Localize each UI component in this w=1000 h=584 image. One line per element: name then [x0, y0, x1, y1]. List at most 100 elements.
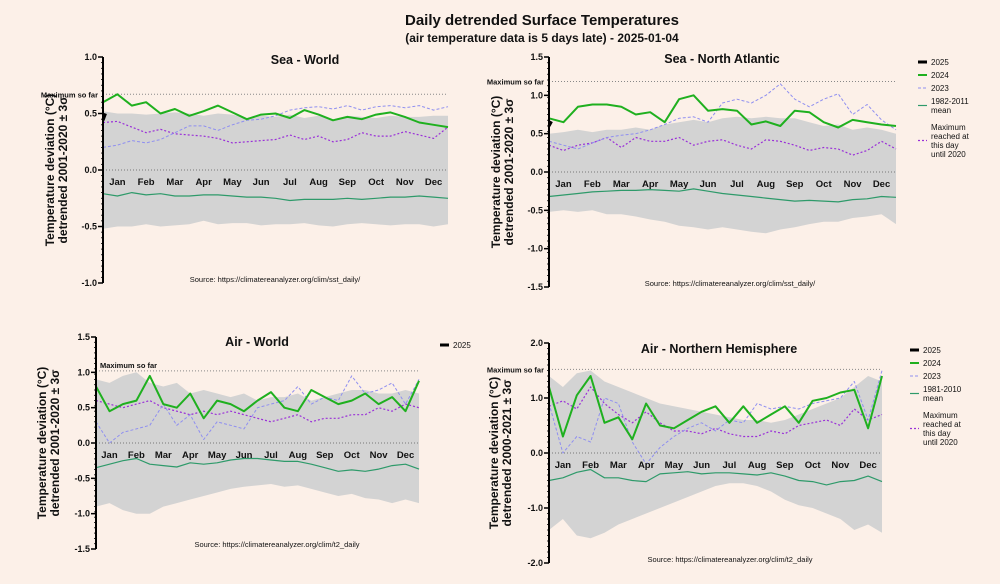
month-label: Nov: [844, 179, 863, 190]
month-label: Oct: [805, 460, 822, 471]
y-tick-label: -1.0: [81, 278, 97, 288]
source-label: Source: https://climatereanalyzer.org/cl…: [647, 555, 812, 564]
month-label: Oct: [344, 450, 361, 461]
y-axis-label: Temperature deviation (°C): [489, 96, 503, 249]
series-y2024: [95, 374, 420, 420]
month-label: Sep: [776, 460, 794, 471]
month-label: Nov: [396, 177, 415, 188]
month-label: Aug: [309, 177, 328, 188]
month-label: Aug: [289, 450, 308, 461]
source-label: Source: https://climatereanalyzer.org/cl…: [190, 275, 361, 284]
y-axis-label: Temperature deviation (°C): [487, 377, 501, 530]
y-axis-label: detrended 2001-2020 ± 3σ: [56, 97, 70, 244]
y-tick-label: -0.5: [81, 222, 97, 232]
subtitle: (air temperature data is 5 days late) - …: [405, 31, 679, 45]
sigma-band: [549, 370, 882, 539]
month-label: Feb: [128, 450, 145, 461]
legend-label: 1981-2010 mean: [923, 385, 962, 403]
panel-1: Maximum so far -1.5 -1.0 -0.5 0.0 0.5 1.0 1.5 Ja…: [487, 52, 970, 292]
series-y2024: [548, 375, 883, 441]
month-label: Feb: [138, 177, 155, 188]
y-tick-label: 1.0: [530, 90, 543, 100]
source-label: Source: https://climatereanalyzer.org/cl…: [645, 279, 816, 288]
legend-label-line: this day: [923, 429, 951, 438]
month-label: Jul: [264, 450, 278, 461]
series-y2023: [548, 83, 897, 150]
y-tick-label: -1.0: [527, 503, 543, 513]
y-tick-label: -1.5: [527, 282, 543, 292]
y-axis-label: Temperature deviation (°C): [43, 94, 57, 247]
max-so-far-label: Maximum so far: [41, 90, 98, 99]
series-y2024: [102, 93, 449, 129]
legend-label-line: Maximum: [923, 411, 958, 420]
y-tick-label: -0.5: [527, 205, 543, 215]
month-label: Dec: [425, 177, 442, 188]
panel-title: Sea - North Atlantic: [664, 52, 780, 66]
legend-label: 2024: [923, 359, 941, 368]
month-label: Sep: [316, 450, 334, 461]
month-label: Mar: [155, 450, 172, 461]
month-label: Jun: [693, 460, 710, 471]
month-label: Oct: [368, 177, 385, 188]
series-max-until-2020: [95, 400, 420, 423]
month-label: Aug: [748, 460, 767, 471]
y-tick-label: 1.0: [530, 393, 543, 403]
legend-label-line: reached at: [923, 420, 962, 429]
series-y2023: [548, 370, 883, 465]
y-tick-label: -0.5: [74, 473, 90, 483]
legend-label-line: this day: [931, 141, 959, 150]
y-tick-label: 0.5: [84, 109, 97, 119]
month-label: Apr: [182, 450, 199, 461]
panel-3: Maximum so far -2.0 -1.0 0.0 1.0 2.0 Jan Feb Mar…: [487, 338, 962, 568]
legend-label: 2023: [931, 84, 949, 93]
month-label: Sep: [339, 177, 357, 188]
month-label: Aug: [757, 179, 776, 190]
month-label: Feb: [582, 460, 599, 471]
max-so-far-label: Maximum so far: [487, 78, 544, 87]
legend-label-line: 1981-2010: [923, 385, 962, 394]
month-label: May: [665, 460, 684, 471]
month-label: Apr: [195, 177, 212, 188]
month-label: Sep: [786, 179, 804, 190]
y-axis-label: Temperature deviation (°C): [35, 367, 49, 520]
month-label: Oct: [816, 179, 833, 190]
y-tick-label: 0.0: [530, 167, 543, 177]
month-label: Mar: [610, 460, 627, 471]
panel-title: Sea - World: [271, 53, 340, 67]
max-so-far-label: Maximum so far: [100, 361, 157, 370]
legend-label-line: reached at: [931, 132, 970, 141]
panel-2: Maximum so far -1.5 -1.0 -0.5 0.0 0.5 1.0 1.5 Ja…: [35, 332, 471, 554]
y-axis-label: detrended 2001-2020 ± 3σ: [502, 99, 516, 246]
legend-label: Maximum reached at this day until 2020: [931, 123, 970, 159]
month-label: Jan: [555, 460, 572, 471]
sigma-band: [549, 116, 896, 234]
month-label: May: [670, 179, 689, 190]
month-label: Jan: [109, 177, 126, 188]
legend-label-line: until 2020: [923, 438, 958, 447]
month-label: Jan: [555, 179, 572, 190]
y-tick-label: -1.5: [74, 544, 90, 554]
legend: 2025 2024 2023 1982-2011 mean Maximum reached …: [918, 58, 970, 159]
y-tick-label: 0.5: [77, 403, 90, 413]
legend-label: 2024: [931, 71, 949, 80]
panel-0: Maximum so far -1.0 -0.5 0.0 0.5 1.0 Jan Feb Mar…: [41, 52, 449, 288]
y-tick-label: -1.0: [527, 244, 543, 254]
y-tick-label: 0.0: [530, 448, 543, 458]
legend-label-line: mean: [931, 106, 951, 115]
legend-label-line: Maximum: [931, 123, 966, 132]
month-label: Jul: [283, 177, 297, 188]
y-tick-label: 0.0: [84, 165, 97, 175]
legend: 2025 2024 2023 1981-2010 mean Maximum reached …: [910, 346, 962, 447]
main-title: Daily detrended Surface Temperatures: [405, 12, 679, 29]
series-max-until-2020: [102, 120, 449, 144]
series-y2023: [95, 375, 420, 444]
y-tick-label: 2.0: [530, 338, 543, 348]
month-label: Jun: [236, 450, 253, 461]
month-label: Jul: [730, 179, 744, 190]
legend-label-line: until 2020: [931, 150, 966, 159]
month-label: Jul: [723, 460, 737, 471]
legend-label: 2025: [453, 341, 471, 350]
month-label: Dec: [397, 450, 414, 461]
legend-label: Maximum reached at this day until 2020: [923, 411, 962, 447]
source-label: Source: https://climatereanalyzer.org/cl…: [194, 540, 359, 549]
